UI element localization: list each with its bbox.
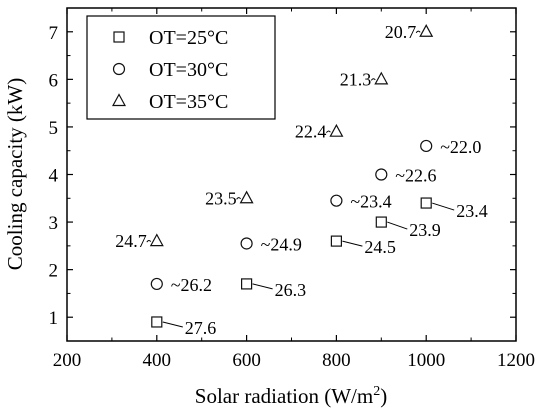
x-tick-label: 600 <box>232 350 261 371</box>
label-connector <box>415 30 421 34</box>
legend-box <box>86 15 276 120</box>
square-point <box>420 197 432 209</box>
y-axis-label: Cooling capacity (kW) <box>3 78 27 270</box>
legend-marker-triangle <box>111 93 127 107</box>
data-label: 20.7 <box>385 22 417 42</box>
label-connector <box>387 221 408 230</box>
labels-layer: 27.6 26.3 24.5 23.9 23.4 ~26.2 ~24.9 ~23.4~22.6… <box>115 22 487 338</box>
triangle-point <box>239 190 254 204</box>
tick-labels-layer: 200 400 600 800 1000 1200 1 2 3 4 5 6 7 <box>49 23 536 371</box>
circle-point <box>375 168 388 181</box>
data-label: 26.3 <box>275 280 307 300</box>
data-label: 23.5 <box>205 188 237 208</box>
connectors-layer <box>146 30 455 328</box>
data-label: ~24.9 <box>261 234 302 254</box>
square-point <box>241 278 253 290</box>
label-connector <box>370 78 376 81</box>
legend-label: OT=25°C <box>149 27 228 49</box>
square-point <box>375 216 387 228</box>
legend: OT=25°C OT=30°C OT=35°C <box>86 15 276 120</box>
label-connector <box>325 130 331 133</box>
legend-label: OT=30°C <box>149 59 228 81</box>
data-label: ~26.2 <box>171 275 212 295</box>
x-tick-label: 200 <box>53 350 82 371</box>
y-tick-label: 2 <box>49 261 59 282</box>
x-tick-label: 1200 <box>497 350 535 371</box>
data-label: ~22.6 <box>395 166 436 186</box>
data-label: 24.7 <box>115 231 147 251</box>
y-tick-label: 4 <box>49 166 59 187</box>
y-tick-label: 7 <box>49 23 59 44</box>
circle-point <box>420 139 433 153</box>
data-label: 24.5 <box>364 237 396 257</box>
data-label: ~22.0 <box>440 137 481 157</box>
data-label: 23.9 <box>409 220 441 240</box>
data-label: ~23.4 <box>350 192 391 212</box>
circle-point <box>240 237 253 250</box>
square-point <box>151 316 163 328</box>
triangle-point <box>149 233 164 247</box>
data-label: 23.4 <box>456 201 488 221</box>
data-label: 22.4 <box>295 122 327 142</box>
circle-point <box>330 194 343 207</box>
marks-layer <box>149 24 434 328</box>
legend-marker-square <box>113 31 125 43</box>
legend-label: OT=35°C <box>149 91 228 113</box>
y-tick-label: 1 <box>49 308 59 329</box>
y-tick-label: 3 <box>49 213 59 234</box>
circle-point <box>150 277 163 291</box>
triangle-point <box>374 71 389 85</box>
label-connector <box>236 197 241 200</box>
label-connector <box>146 239 152 243</box>
triangle-point <box>329 123 344 137</box>
label-connector <box>162 321 183 328</box>
y-tick-label: 5 <box>49 118 59 139</box>
label-connector <box>432 202 455 211</box>
x-tick-label: 800 <box>322 350 351 371</box>
plot-frame <box>66 7 517 342</box>
y-tick-label: 6 <box>49 70 59 91</box>
square-point <box>330 235 342 247</box>
legend-marker-circle <box>112 62 126 76</box>
label-connector <box>252 283 273 290</box>
label-connector <box>342 240 363 247</box>
x-tick-label: 400 <box>143 350 172 371</box>
data-label: 21.3 <box>340 69 372 89</box>
triangle-point <box>419 24 434 37</box>
data-label: 27.6 <box>185 318 217 338</box>
x-tick-label: 1000 <box>407 350 445 371</box>
x-axis-label: Solar radiation (W/m2) <box>195 384 387 408</box>
